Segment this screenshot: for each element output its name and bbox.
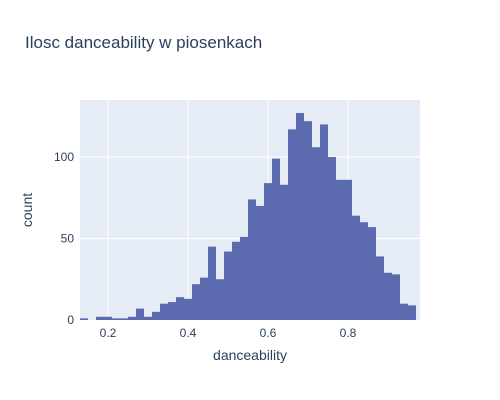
histogram-bar [208, 246, 216, 320]
histogram-bar [312, 147, 320, 320]
histogram-bar [152, 311, 160, 320]
x-tick-label: 0.4 [180, 326, 197, 340]
y-tick-label: 100 [54, 150, 74, 164]
histogram-bar [248, 199, 256, 320]
histogram-bar [320, 124, 328, 320]
histogram-bar [352, 215, 360, 320]
histogram-bar [408, 305, 416, 320]
histogram-bar [80, 318, 88, 320]
histogram-bar [176, 297, 184, 320]
chart-title: Ilosc danceability w piosenkach [25, 33, 263, 52]
y-tick-label: 50 [61, 232, 75, 246]
histogram-bar [384, 272, 392, 320]
histogram-bar [136, 308, 144, 320]
histogram-bar [280, 184, 288, 320]
histogram-bar [192, 284, 200, 320]
x-axis-ticks: 0.2 0.4 0.6 0.8 [100, 326, 357, 340]
histogram-bar [288, 129, 296, 320]
x-tick-label: 0.8 [340, 326, 357, 340]
histogram-bar [360, 222, 368, 320]
histogram-bar [216, 279, 224, 320]
histogram-bars [80, 113, 416, 321]
histogram-bar [328, 157, 336, 320]
histogram-bar [104, 316, 112, 320]
histogram-bar [168, 302, 176, 320]
y-axis-ticks: 0 50 100 [54, 150, 74, 327]
histogram-bar [336, 179, 344, 320]
y-axis-title: count [19, 193, 35, 227]
histogram-bar [144, 316, 152, 320]
histogram-bar [184, 298, 192, 320]
histogram-bar [304, 121, 312, 321]
histogram-bar [296, 113, 304, 320]
histogram-bar [128, 316, 136, 320]
histogram-bar [256, 205, 264, 320]
x-tick-label: 0.2 [100, 326, 117, 340]
histogram-bar [120, 318, 128, 320]
histogram-bar [376, 256, 384, 320]
histogram-bar [96, 316, 104, 320]
x-tick-label: 0.6 [260, 326, 277, 340]
histogram-bar [272, 158, 280, 320]
histogram-bar [240, 236, 248, 320]
histogram-bar [112, 318, 120, 320]
histogram-bar [392, 274, 400, 320]
histogram-bar [232, 241, 240, 320]
histogram-bar [344, 179, 352, 320]
histogram-bar [368, 227, 376, 320]
histogram-bar [400, 303, 408, 320]
y-tick-label: 0 [67, 313, 74, 327]
histogram-bar [264, 183, 272, 320]
histogram-bar [224, 251, 232, 320]
histogram-bar [160, 303, 168, 320]
histogram-bar [200, 277, 208, 320]
x-axis-title: danceability [213, 347, 287, 363]
